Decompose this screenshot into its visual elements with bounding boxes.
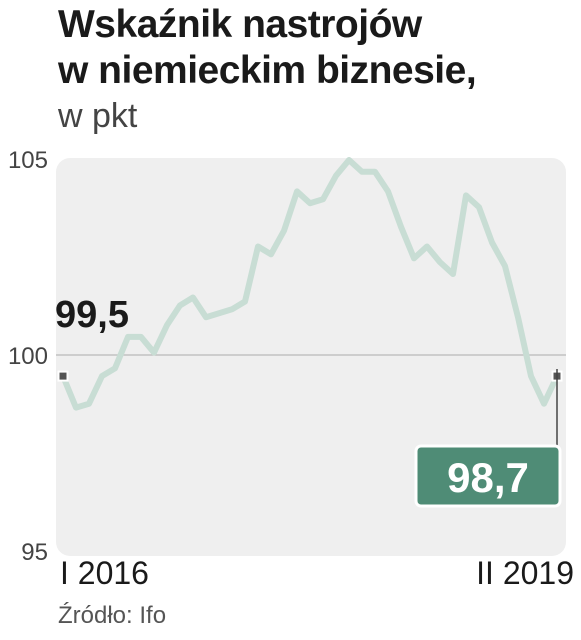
end-value-label: 98,7	[447, 454, 529, 501]
y-tick-label-100: 100	[8, 343, 48, 370]
line-chart: 105 100 95 99,5 98,7 I 2016 II 2019	[8, 147, 574, 591]
chart-title: Wskaźnik nastrojów w niemieckim biznesie…	[58, 2, 477, 94]
start-value-label: 99,5	[55, 294, 129, 336]
source-note: Źródło: Ifo	[58, 602, 167, 629]
start-point-marker	[57, 370, 69, 382]
title-line-1: Wskaźnik nastrojów	[58, 3, 422, 46]
y-tick-label-105: 105	[8, 147, 48, 174]
x-start-label: I 2016	[60, 555, 149, 591]
x-end-label: II 2019	[476, 555, 574, 591]
y-tick-label-95: 95	[21, 539, 48, 566]
series-line	[60, 157, 560, 411]
title-line-2: w niemieckim biznesie,	[58, 49, 477, 92]
chart-unit: w pkt	[58, 97, 138, 135]
end-value-badge	[414, 444, 562, 508]
